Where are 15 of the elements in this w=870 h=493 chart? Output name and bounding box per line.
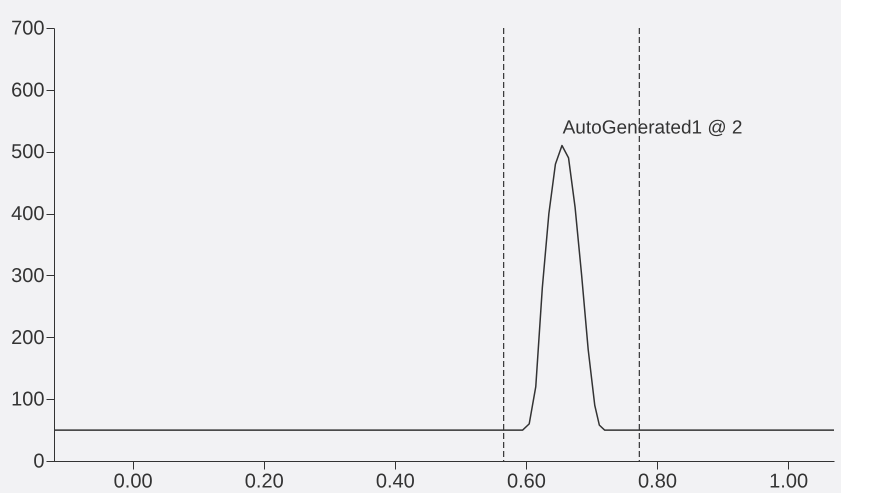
annotation: AutoGenerated1 @ 2 (562, 118, 742, 139)
y-tick-label: 400 (11, 203, 44, 226)
y-tick-label: 600 (11, 79, 44, 102)
x-tick-label: 0.60 (506, 470, 546, 492)
y-tick-label: 100 (11, 388, 44, 411)
y-tick-label: 700 (11, 18, 44, 40)
x-tick-label: 0.00 (114, 470, 153, 492)
x-tick-label: 1.00 (769, 470, 808, 492)
x-tick-label: 0.80 (638, 470, 677, 492)
y-tick-label: 0 (33, 450, 44, 472)
y-tick-label: 300 (11, 264, 44, 287)
y-tick-label: 500 (11, 141, 44, 164)
x-tick-label: 0.40 (376, 470, 415, 492)
x-tick-label: 0.20 (244, 470, 284, 492)
y-tick-label: 200 (11, 326, 44, 349)
